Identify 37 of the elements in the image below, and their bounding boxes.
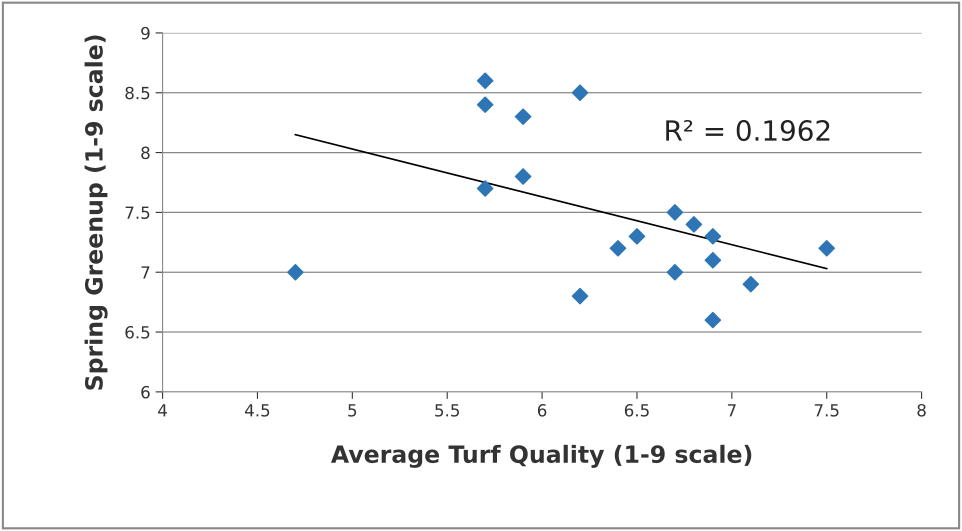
y-tick-label: 8.5 bbox=[125, 86, 150, 100]
point bbox=[686, 216, 702, 233]
y-tick-label: 7 bbox=[142, 266, 150, 279]
point bbox=[514, 168, 532, 185]
point bbox=[476, 72, 494, 90]
y-tick-label: 8 bbox=[141, 146, 150, 160]
y-tick-label: 6.5 bbox=[125, 326, 150, 339]
y-tick-label: 6 bbox=[141, 386, 150, 398]
point bbox=[666, 264, 684, 281]
point bbox=[704, 252, 722, 269]
point bbox=[476, 180, 494, 197]
y-tick-label: 7.5 bbox=[126, 206, 150, 219]
x-tick-label: 8 bbox=[917, 404, 926, 417]
point bbox=[572, 84, 588, 102]
point bbox=[287, 264, 304, 281]
x-tick-label: 4 bbox=[158, 404, 167, 416]
x-tick-label: 5 bbox=[348, 404, 356, 417]
point bbox=[704, 312, 722, 328]
point bbox=[610, 240, 626, 257]
x-tick-label: 6.5 bbox=[624, 404, 649, 417]
point bbox=[742, 276, 760, 292]
point bbox=[666, 204, 684, 221]
x-axis-title: Average Turf Quality (1-9 scale) bbox=[330, 444, 752, 468]
annotation: R² = 0.1962 bbox=[666, 120, 830, 142]
point bbox=[818, 240, 836, 257]
point bbox=[514, 108, 532, 125]
y-tick-label: 9 bbox=[141, 26, 150, 40]
y-axis-title: Spring Greenup (1-9 scale) bbox=[84, 35, 108, 390]
x-tick-label: 4.5 bbox=[245, 404, 270, 417]
x-tick-label: 7.5 bbox=[814, 404, 839, 417]
point bbox=[704, 228, 722, 245]
point bbox=[628, 228, 646, 245]
x-tick-label: 7 bbox=[728, 404, 736, 416]
point bbox=[572, 288, 588, 304]
x-tick-label: 6 bbox=[538, 404, 546, 417]
point bbox=[476, 96, 494, 114]
x-tick-label: 5.5 bbox=[435, 404, 460, 417]
